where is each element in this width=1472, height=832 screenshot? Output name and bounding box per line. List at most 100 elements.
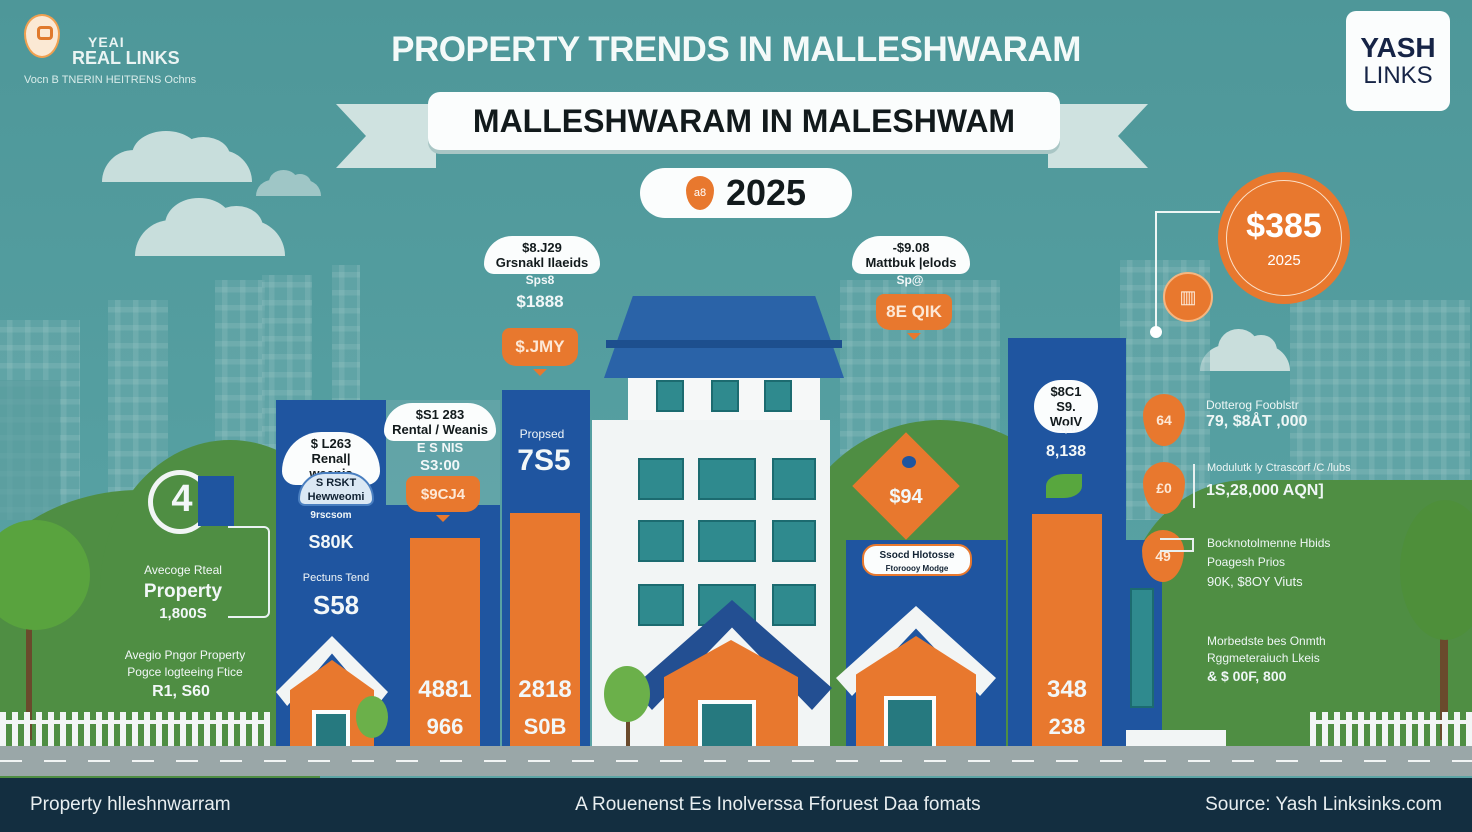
tree: [604, 666, 650, 722]
location-pin-icon: a8: [685, 176, 714, 210]
year-label: 2025: [725, 172, 807, 213]
value-label: S80K: [308, 532, 354, 552]
window: [711, 380, 739, 412]
bar-2-inner: [410, 538, 480, 746]
house-door: [312, 710, 350, 746]
cloud: [1200, 329, 1290, 371]
stat-value: 90K, $8OY Viuts: [1207, 574, 1303, 589]
price-callout: 8E QIK: [876, 294, 952, 340]
cloud-label-right: -$9.08 Mattbuk |elods: [852, 236, 970, 274]
logo-pin-icon: [24, 14, 60, 58]
fence-rail: [1310, 720, 1472, 724]
diamond-value: $94: [889, 486, 923, 508]
badge-line1: S RSKT: [315, 477, 357, 489]
tree: [0, 520, 90, 630]
fence-rail: [0, 720, 270, 724]
proposed-label: Propsed: [519, 427, 565, 441]
price-callout: $.JMY: [502, 328, 578, 376]
stat-label: Modulutk ly Ctrascorf /C /lubs: [1207, 462, 1351, 474]
tree-trunk: [626, 700, 630, 746]
cloud: [135, 198, 285, 256]
small-label: Sps8: [525, 273, 555, 287]
logo-tagline: Vocn B TNERIN HEITRENS Ochns: [24, 74, 197, 86]
value-label: S58: [312, 590, 360, 620]
small-label: 9rscsom: [310, 510, 352, 521]
sidewalk: [1126, 730, 1226, 746]
window: [638, 458, 684, 500]
stat-diamond: £0: [1143, 462, 1185, 514]
window: [772, 584, 816, 626]
cloud-label-left: $8.J29 Grsnakl Ilaeids: [484, 236, 600, 274]
cloud-label: $S1 283 Rental / Weanis: [384, 403, 496, 441]
avg-value: 1,800S: [159, 605, 207, 622]
small-label: sqm: [1054, 422, 1078, 434]
window: [698, 520, 756, 562]
value-label: 238: [1048, 714, 1086, 739]
window: [1130, 588, 1154, 708]
roof-band: [606, 340, 842, 348]
bar-5-inner: [1032, 514, 1102, 746]
value-label: 8,138: [1045, 443, 1087, 460]
house-door: [698, 700, 756, 746]
tree-trunk: [1440, 600, 1448, 740]
small-label: E S NIS: [416, 440, 464, 455]
cloud: [256, 170, 321, 196]
value-label: S3:00: [419, 457, 461, 474]
sign-line2: Ftoroooy Modge: [885, 564, 949, 573]
small-label: Sp@: [896, 273, 924, 287]
house-sign: Ssocd Hlotosse Ftoroooy Modge: [862, 544, 972, 576]
bracket-line: [228, 526, 270, 618]
cloud: [102, 130, 252, 182]
flag-icon: [198, 476, 234, 526]
stat-label: Morbedste bes Onmth: [1207, 634, 1326, 648]
highlight-circle: $385 2025: [1218, 172, 1350, 304]
brand-line2: LINKS: [1363, 62, 1433, 89]
badge-number: 4: [171, 478, 193, 520]
footer-center: A Rouenenst Es Inolverssa Fforuest Daa f…: [575, 794, 981, 815]
window: [764, 380, 792, 412]
value-label: S0B: [523, 714, 567, 739]
divider: [1193, 464, 1195, 508]
bracket-line: [1160, 538, 1194, 552]
leaf-icon: [1046, 474, 1082, 498]
logo-line2: REAL LINKS: [72, 48, 180, 68]
window: [698, 458, 756, 500]
building-icon: ▥: [1163, 272, 1213, 322]
stat-diamond: 64: [1143, 394, 1185, 446]
window: [772, 458, 816, 500]
tree: [356, 696, 388, 738]
dot-icon: [902, 456, 916, 468]
window: [638, 520, 684, 562]
skyline-building: [0, 380, 60, 520]
main-building-roof: [604, 296, 844, 378]
footer-bar: Property hlleshnwarram A Rouenenst Es In…: [0, 778, 1472, 832]
cloud-label-line2: S9. WoIV: [1049, 399, 1083, 429]
subtitle-ribbon: MALLESHWARAM IN MALESHWAM: [428, 92, 1060, 150]
price-callout: $9CJ4: [406, 476, 480, 522]
cloud-label-line1: -$9.08: [892, 240, 930, 255]
value-label: 348: [1046, 676, 1088, 703]
cloud-label-line2: Grsnakl Ilaeids: [495, 255, 589, 270]
stat-value: & $ 00F, 800: [1207, 668, 1287, 684]
avg-price-sub: Pogce logteeing Ftice: [127, 665, 243, 679]
highlight-year: 2025: [1267, 252, 1301, 269]
stat-label: Dotterog Fooblstr: [1206, 398, 1299, 412]
stat-value: 79, $8ÅT ,000: [1206, 413, 1308, 430]
value-label: 7S5: [517, 444, 571, 477]
avg-price-label: Avegio Pngor Property: [124, 648, 246, 662]
road-markings: [0, 760, 1472, 762]
cloud-label-line1: $S1 283: [415, 407, 465, 422]
value-label: 2818: [518, 676, 572, 703]
stat-sub: Poagesh Prios: [1207, 555, 1286, 569]
sign-line1: Ssocd Hlotosse: [879, 550, 955, 561]
cloud-label-line1: $ L263: [310, 436, 352, 451]
tree: [1400, 500, 1472, 640]
avg-label: Avecoge Rteal: [144, 563, 222, 577]
value-label: 4881: [418, 676, 472, 703]
avg-price-value: R1, S60: [152, 683, 210, 700]
stat-label: Bocknotolmenne Hbids: [1207, 536, 1331, 550]
badge-line2: Hewweomi: [307, 491, 365, 503]
cloud-label-line2: Rental / Weanis: [392, 422, 488, 437]
window: [772, 520, 816, 562]
house-diamond: $94: [848, 432, 966, 556]
